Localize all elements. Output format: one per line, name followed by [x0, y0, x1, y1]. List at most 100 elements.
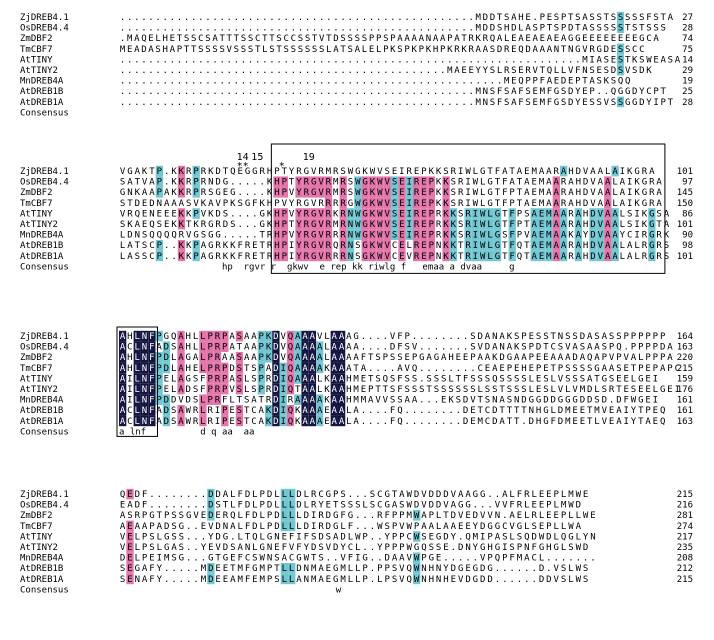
residue: E — [421, 252, 426, 262]
residue: . — [141, 87, 146, 97]
residue: N — [223, 522, 228, 532]
residue-shade — [316, 415, 324, 427]
residue: . — [502, 511, 507, 521]
sequence-name: TmCBF7 — [20, 364, 53, 374]
residue: T — [443, 511, 449, 521]
residue: Q — [495, 554, 500, 564]
residue: S — [618, 66, 623, 76]
residue: D — [384, 554, 389, 564]
residue: F — [149, 417, 154, 427]
residue-shade — [316, 394, 324, 405]
residue: E — [531, 501, 536, 511]
residue: L — [524, 501, 529, 511]
residue: . — [193, 532, 198, 542]
residue-shade — [301, 352, 309, 363]
residue: E — [361, 385, 366, 395]
residue-shade — [119, 405, 127, 416]
residue: . — [404, 55, 409, 65]
residue: L — [565, 385, 570, 395]
residue: H — [346, 396, 351, 406]
residue: . — [193, 490, 198, 500]
residue: C — [632, 45, 637, 55]
residue: K — [443, 178, 449, 188]
residue: G — [487, 522, 492, 532]
residue: R — [215, 396, 221, 406]
residue: V — [384, 252, 390, 262]
residue: D — [632, 87, 637, 97]
residue: G — [348, 511, 353, 521]
residue: S — [340, 490, 345, 500]
residue: F — [149, 575, 154, 585]
residue: R — [311, 490, 317, 500]
residue-shade — [272, 415, 280, 427]
residue: . — [252, 178, 257, 188]
residue: R — [436, 209, 442, 219]
residue-shade — [155, 394, 163, 405]
residue: E — [525, 34, 530, 44]
residue-shade — [155, 352, 163, 363]
residue: G — [429, 554, 434, 564]
residue: S — [362, 34, 367, 44]
residue: . — [127, 24, 132, 34]
residue-shade — [368, 218, 377, 230]
residue: R — [589, 45, 595, 55]
residue: S — [251, 374, 256, 384]
residue-end-number: 25 — [682, 87, 693, 97]
residue-shade — [376, 240, 384, 251]
residue: A — [612, 241, 618, 251]
residue-shade — [337, 330, 346, 342]
residue-shade — [508, 218, 516, 230]
residue: T — [639, 24, 645, 34]
residue: . — [440, 55, 445, 65]
residue: D — [480, 522, 485, 532]
residue: S — [618, 45, 623, 55]
residue: . — [141, 55, 146, 65]
residue: . — [171, 575, 176, 585]
residue: . — [198, 77, 203, 87]
residue: I — [289, 252, 294, 262]
residue: S — [184, 34, 189, 44]
residue: H — [274, 231, 279, 241]
residue: P — [536, 364, 542, 374]
residue: S — [451, 199, 456, 209]
residue: S — [485, 385, 490, 395]
residue: H — [546, 543, 551, 553]
residue: I — [473, 209, 478, 219]
residue: A — [561, 209, 567, 219]
residue: L — [554, 532, 559, 542]
residue-shade — [192, 187, 200, 198]
residue: . — [476, 77, 481, 87]
residue: . — [201, 532, 206, 542]
residue: I — [407, 231, 412, 241]
residue: . — [390, 24, 395, 34]
residue-shade — [140, 405, 149, 416]
residue-shade — [317, 218, 325, 230]
residue-shade — [280, 573, 289, 585]
residue-shade — [611, 229, 619, 240]
residue: . — [433, 55, 438, 65]
residue: I — [627, 188, 632, 198]
residue: . — [201, 490, 206, 500]
residue: . — [164, 252, 169, 262]
residue: A — [443, 522, 449, 532]
residue: G — [639, 34, 644, 44]
residue-end-number: 163 — [677, 417, 693, 427]
residue: S — [507, 385, 512, 395]
residue: Q — [625, 77, 630, 87]
residue: A — [565, 353, 571, 363]
residue: . — [404, 98, 409, 108]
residue: S — [193, 396, 198, 406]
residue: T — [353, 364, 359, 374]
residue: W — [377, 188, 383, 198]
residue: V — [590, 199, 596, 209]
residue: . — [443, 554, 448, 564]
residue: A — [616, 406, 622, 416]
residue: T — [656, 220, 662, 230]
residue: A — [419, 34, 425, 44]
residue: S — [627, 209, 632, 219]
residue: . — [276, 55, 281, 65]
residue: . — [355, 55, 360, 65]
residue: Q — [616, 343, 621, 353]
residue: S — [340, 34, 345, 44]
residue: K — [295, 406, 301, 416]
